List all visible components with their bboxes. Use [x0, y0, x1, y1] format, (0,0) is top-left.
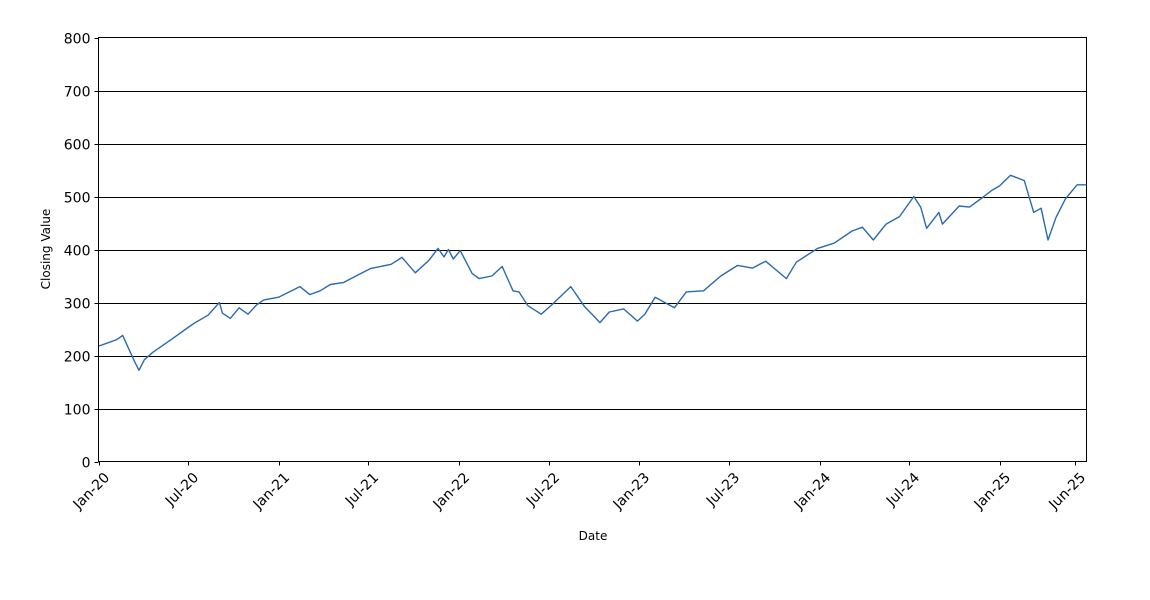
y-tick-label: 700 [64, 85, 91, 101]
y-axis: 0 100 200 300 400 500 600 700 800 [64, 32, 99, 472]
plot-area [98, 37, 1087, 462]
x-axis: Jan-20 Jul-20 Jan-21 Jul-21 Jan-22 Jul-22 Jan-… [70, 461, 1089, 514]
x-tick-label: Jul-21 [342, 470, 382, 510]
x-axis-title: Date [579, 529, 608, 543]
x-tick-label: Jul-24 [883, 470, 923, 510]
x-tick-label: Jan-24 [791, 470, 835, 514]
y-tick-label: 300 [64, 297, 91, 313]
x-tick-label: Jul-23 [703, 470, 743, 510]
gridlines [98, 91, 1087, 410]
x-tick-label: Jan-21 [250, 470, 293, 513]
x-tick-label: Jan-23 [610, 470, 653, 513]
x-tick-label: Jul-22 [523, 470, 563, 510]
series-line [98, 174, 1087, 371]
y-tick-label: 200 [64, 350, 91, 366]
y-tick-label: 400 [64, 244, 91, 260]
y-tick-label: 500 [64, 191, 91, 207]
x-tick-label: Jun-25 [1045, 470, 1089, 514]
x-tick-label: Jan-22 [430, 470, 473, 513]
y-tick-label: 100 [64, 403, 91, 419]
y-axis-title: Closing Value [39, 209, 53, 290]
x-tick-label: Jan-25 [971, 470, 1014, 513]
y-tick-label: 0 [82, 456, 91, 472]
x-tick-label: Jul-20 [162, 470, 202, 510]
y-tick-label: 600 [64, 138, 91, 154]
x-tick-label: Jan-20 [70, 470, 113, 513]
y-tick-label: 800 [64, 32, 91, 48]
